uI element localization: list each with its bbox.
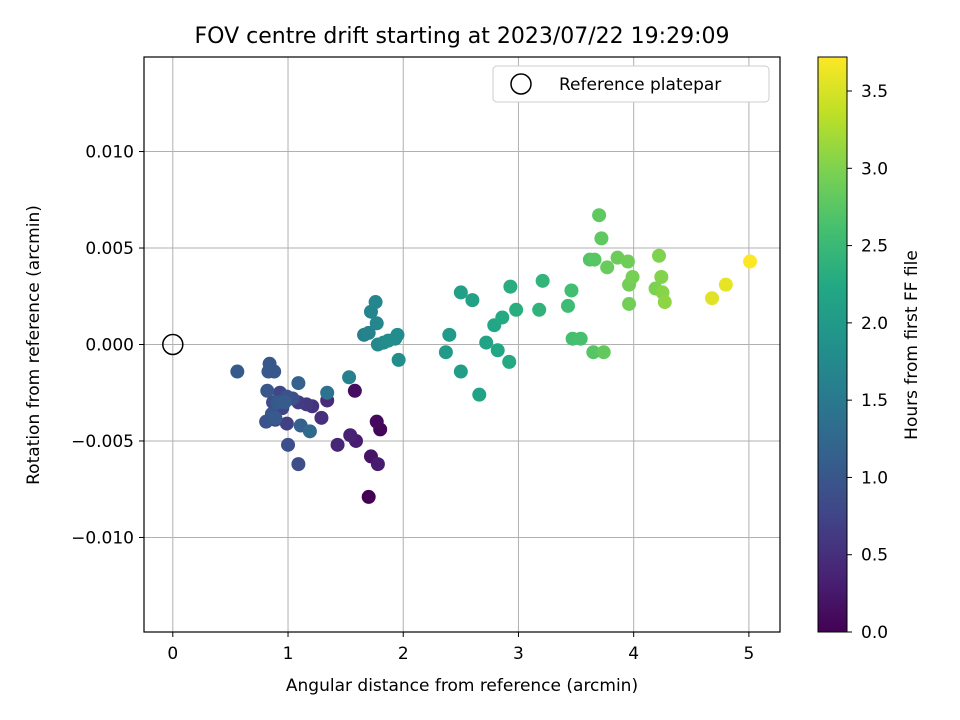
reference-marker — [162, 333, 184, 356]
data-point — [343, 428, 358, 443]
data-point — [654, 269, 669, 284]
data-point — [535, 273, 550, 288]
data-point — [279, 416, 294, 431]
data-point — [532, 302, 547, 317]
y-tick-label: −0.010 — [71, 528, 134, 548]
data-point — [268, 410, 283, 425]
data-point — [262, 356, 277, 371]
data-point — [718, 277, 733, 292]
x-tick-label: 2 — [398, 644, 409, 664]
colorbar-tick-label: 0.0 — [861, 623, 888, 643]
legend: Reference platepar — [492, 65, 770, 103]
data-point — [743, 254, 758, 269]
y-axis-ticks: −0.010 −0.005 0.000 0.005 0.010 — [71, 143, 144, 548]
data-point — [369, 414, 384, 429]
data-point — [573, 331, 588, 346]
data-point — [361, 489, 376, 504]
data-point — [391, 352, 406, 367]
y-tick-label: 0.010 — [85, 143, 134, 163]
x-tick-label: 0 — [167, 644, 178, 664]
colorbar-tick-label: 0.5 — [861, 546, 888, 566]
data-point — [465, 293, 480, 308]
data-point — [586, 345, 601, 360]
data-point — [596, 345, 611, 360]
data-point — [390, 327, 405, 342]
x-tick-label: 3 — [513, 644, 524, 664]
y-tick-label: 0.000 — [85, 336, 134, 356]
data-point — [495, 310, 510, 325]
data-point — [509, 302, 524, 317]
data-point — [622, 296, 637, 311]
legend-label: Reference platepar — [559, 75, 721, 95]
data-point — [320, 385, 335, 400]
x-tick-label: 1 — [283, 644, 294, 664]
x-axis-ticks: 0 1 2 3 4 5 — [167, 632, 754, 664]
colorbar-label: Hours from first FF file — [902, 250, 922, 440]
data-point — [368, 295, 383, 310]
colorbar: 0.0 0.5 1.0 1.5 2.0 2.5 3.0 3.5 Hours from firs… — [817, 56, 922, 643]
data-point — [479, 335, 494, 350]
data-point — [330, 437, 345, 452]
data-point — [472, 387, 487, 402]
legend-box — [492, 65, 770, 103]
data-point — [370, 457, 385, 472]
data-point — [600, 260, 615, 275]
data-point — [453, 285, 468, 300]
data-point — [657, 295, 672, 310]
colorbar-tick-label: 2.5 — [861, 237, 888, 257]
data-point — [314, 410, 329, 425]
x-tick-label: 4 — [628, 644, 639, 664]
data-point — [442, 327, 457, 342]
x-tick-label: 5 — [743, 644, 754, 664]
chart-title: FOV centre drift starting at 2023/07/22 … — [195, 24, 730, 49]
y-tick-label: 0.005 — [85, 239, 134, 259]
colorbar-tick-label: 1.0 — [861, 468, 888, 488]
grid-lines — [144, 57, 780, 632]
data-point — [302, 424, 317, 439]
data-point — [281, 437, 296, 452]
data-point — [342, 370, 357, 385]
colorbar-ticks: 0.0 0.5 1.0 1.5 2.0 2.5 3.0 3.5 — [847, 82, 888, 643]
data-point — [438, 345, 453, 360]
data-point — [587, 252, 602, 267]
data-point — [620, 254, 635, 269]
y-axis-label: Rotation from reference (arcmin) — [24, 205, 44, 485]
data-point — [625, 269, 640, 284]
reference-platepar-marker — [162, 333, 184, 356]
data-point — [490, 343, 505, 358]
data-point — [291, 457, 306, 472]
colorbar-tick-label: 1.5 — [861, 391, 888, 411]
data-point — [652, 248, 667, 263]
data-point — [503, 279, 518, 294]
data-point — [561, 298, 575, 313]
colorbar-gradient — [817, 56, 848, 633]
y-tick-label: −0.005 — [71, 432, 134, 452]
data-point — [705, 291, 720, 306]
colorbar-tick-label: 2.0 — [861, 314, 888, 334]
data-point — [502, 354, 517, 369]
data-point — [592, 208, 607, 223]
data-point — [291, 376, 306, 391]
legend-marker — [510, 73, 532, 95]
data-point — [594, 231, 609, 246]
data-point — [369, 316, 384, 331]
data-point — [260, 383, 275, 398]
data-point — [277, 395, 292, 410]
x-axis-label: Angular distance from reference (arcmin) — [286, 676, 638, 696]
colorbar-tick-label: 3.5 — [861, 82, 888, 102]
colorbar-tick-label: 3.0 — [861, 159, 888, 179]
data-point — [564, 283, 579, 298]
data-point — [230, 364, 245, 379]
data-point — [453, 364, 468, 379]
data-points — [230, 208, 758, 504]
data-point — [347, 383, 362, 398]
data-point — [361, 325, 376, 340]
